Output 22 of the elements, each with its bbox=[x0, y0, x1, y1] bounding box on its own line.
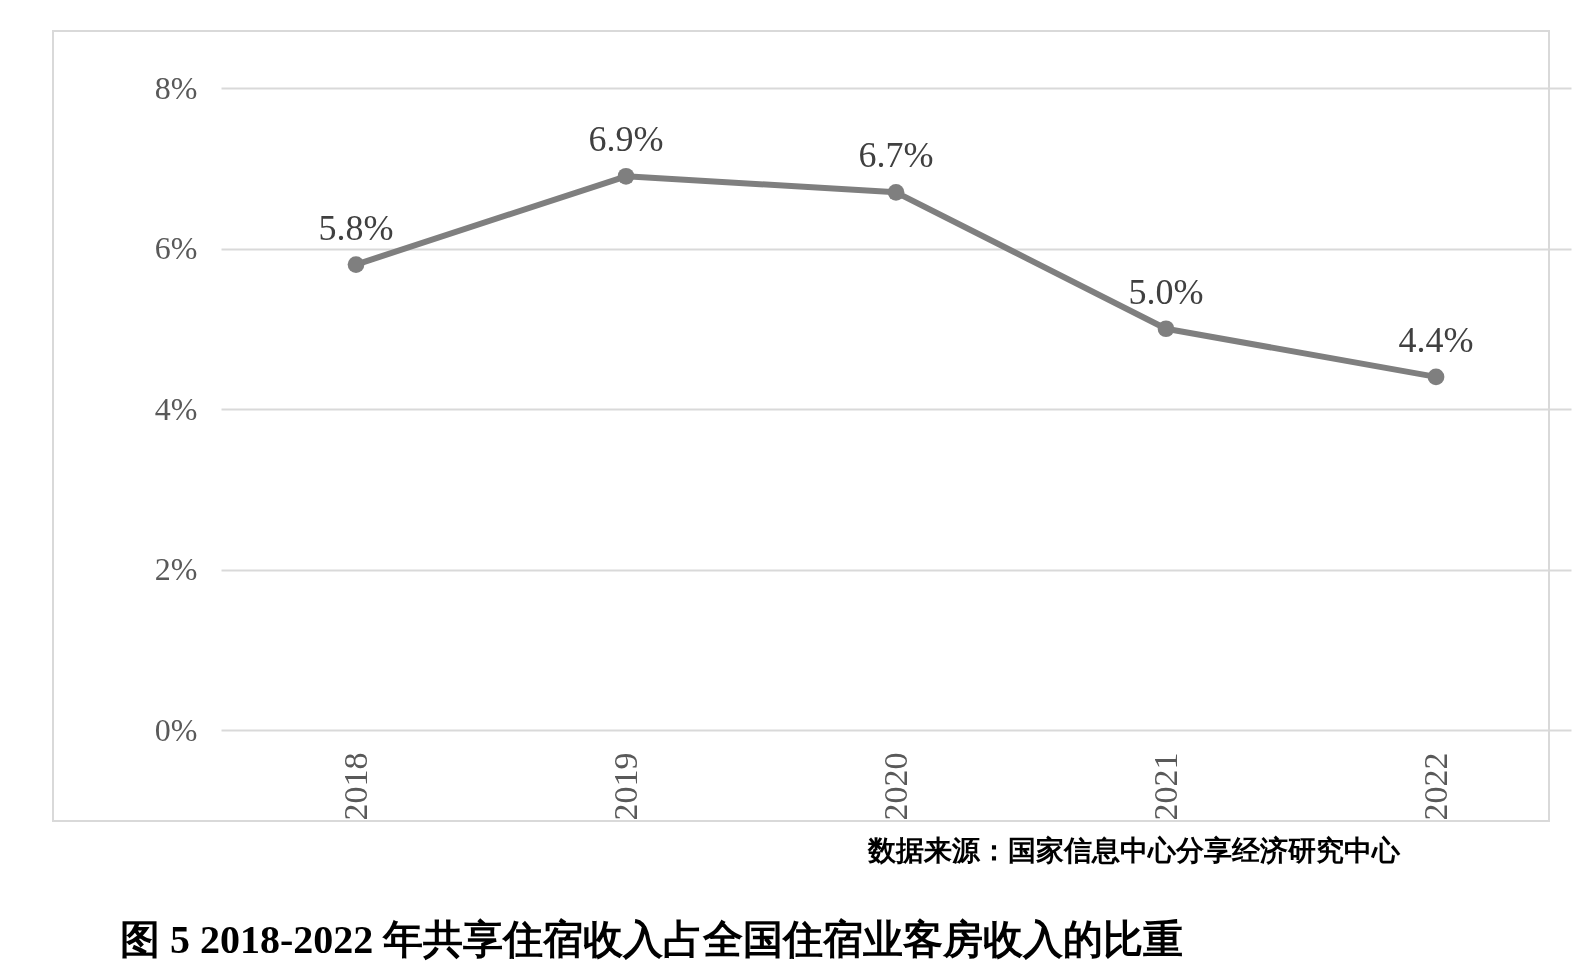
y-tick-label: 8% bbox=[154, 69, 198, 106]
data-label: 6.7% bbox=[858, 135, 934, 176]
y-tick-label: 4% bbox=[154, 390, 198, 427]
x-tick-label: 2019 bbox=[606, 752, 644, 821]
x-tick-label: 2021 bbox=[1146, 752, 1184, 821]
text: 图 5 2018-2022 年共享住宿收入占全国住宿业客房收入的比重 bbox=[120, 916, 1184, 964]
source-note: 数据来源：国家信息中心分享经济研究中心 bbox=[866, 833, 1400, 869]
y-tick-label: 6% bbox=[154, 230, 198, 266]
x-tick-label: 2018 bbox=[336, 752, 374, 821]
data-label: 5.0% bbox=[1128, 271, 1204, 312]
point bbox=[1427, 368, 1445, 386]
point bbox=[617, 167, 635, 185]
point bbox=[887, 183, 905, 201]
x-tick-label: 2022 bbox=[1416, 752, 1454, 821]
y-tick-label: 0% bbox=[154, 711, 198, 748]
data-label: 6.9% bbox=[588, 119, 664, 160]
data-label: 4.4% bbox=[1398, 319, 1474, 360]
data-label: 5.8% bbox=[318, 207, 394, 248]
y-tick-label: 2% bbox=[154, 551, 198, 587]
point bbox=[347, 256, 365, 273]
x-tick-label: 2020 bbox=[876, 752, 914, 821]
point bbox=[1157, 320, 1175, 338]
